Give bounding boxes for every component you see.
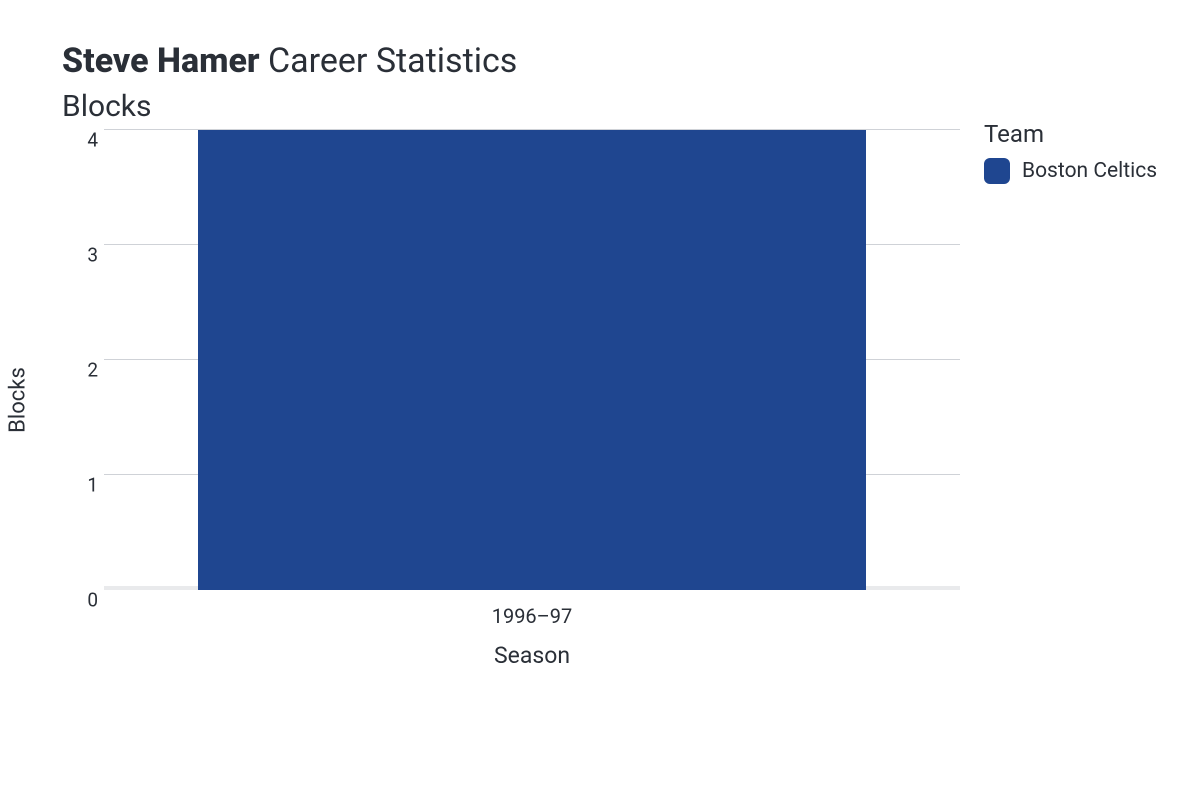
y-tick-label: 0: [76, 588, 98, 611]
chart-title: Steve Hamer Career Statistics: [62, 40, 1160, 83]
y-axis-label: Blocks: [6, 367, 31, 433]
plot-area: 01234: [104, 130, 960, 590]
player-name: Steve Hamer: [62, 41, 260, 81]
chart-area: NBAstats.pro Source: NBA Data API Blocks…: [40, 130, 960, 670]
y-tick-label: 4: [76, 128, 98, 151]
legend-items: Boston Celtics: [984, 158, 1157, 184]
bar: [198, 130, 866, 590]
chart-container: Steve Hamer Career Statistics Blocks NBA…: [0, 0, 1200, 800]
chart-subtitle: Blocks: [62, 89, 1160, 124]
legend-title: Team: [984, 120, 1157, 148]
legend: Team Boston Celtics: [984, 120, 1157, 184]
legend-label: Boston Celtics: [1022, 159, 1157, 183]
chart-body-row: NBAstats.pro Source: NBA Data API Blocks…: [40, 130, 1160, 670]
y-tick-label: 1: [76, 473, 98, 496]
y-tick-label: 3: [76, 243, 98, 266]
y-tick-label: 2: [76, 358, 98, 381]
legend-item: Boston Celtics: [984, 158, 1157, 184]
x-axis-label: Season: [494, 642, 570, 669]
x-tick-label: 1996–97: [492, 604, 573, 628]
legend-swatch: [984, 158, 1010, 184]
title-suffix: Career Statistics: [268, 41, 517, 81]
